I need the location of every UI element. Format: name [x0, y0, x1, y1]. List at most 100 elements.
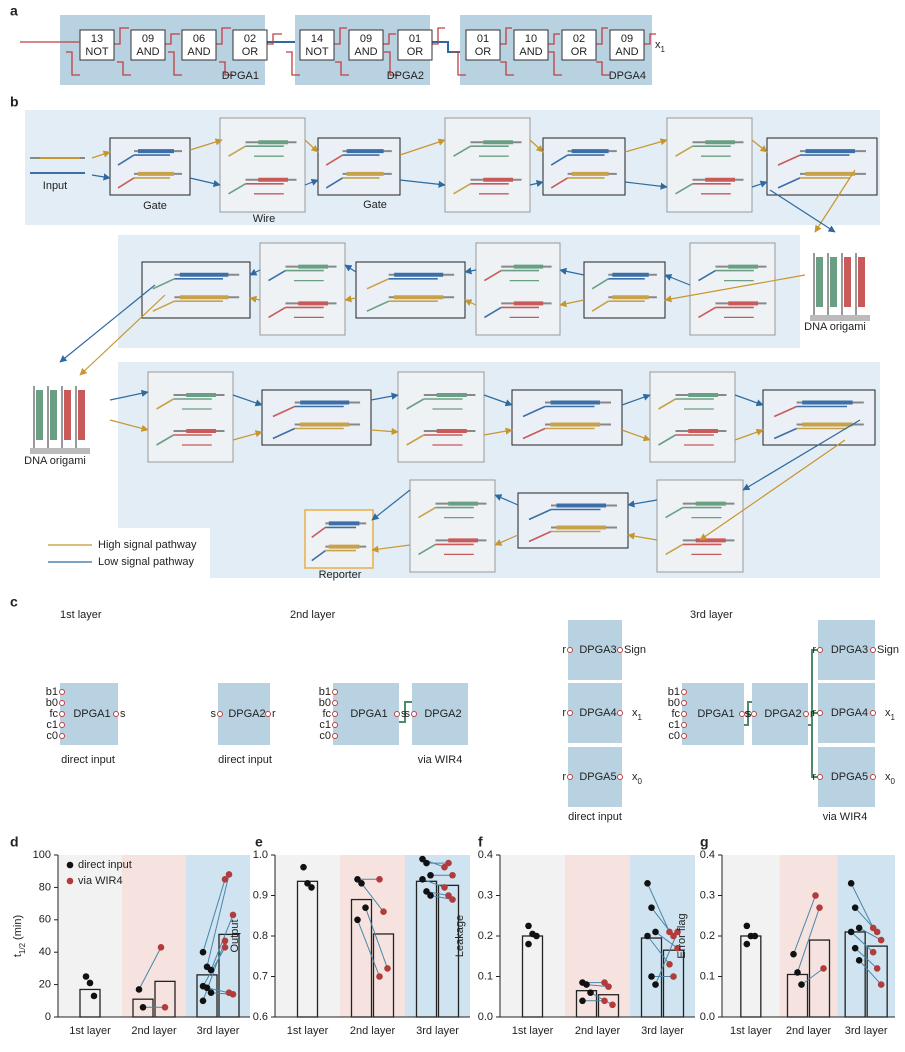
gate — [181, 29, 217, 61]
strand — [658, 434, 676, 446]
data-point — [652, 928, 659, 936]
gate-op: OR — [571, 46, 588, 58]
diagram-label: Gate — [143, 200, 167, 212]
port — [567, 774, 573, 780]
y-tick-label: 0.2 — [700, 930, 715, 942]
gate-op: AND — [519, 46, 542, 58]
gate — [513, 29, 549, 61]
wire-box — [259, 242, 346, 336]
data-point — [798, 981, 805, 988]
port-label-sub: 0 — [638, 777, 643, 786]
pathway-arrow — [529, 139, 544, 153]
category-band — [340, 855, 405, 1017]
data-point — [525, 940, 532, 948]
data-point — [674, 944, 681, 952]
port — [681, 711, 687, 717]
port — [617, 710, 623, 716]
data-point — [300, 863, 307, 871]
data-point — [380, 908, 387, 915]
strand — [311, 526, 326, 539]
port-label: r — [812, 644, 816, 656]
pathway-arrow — [79, 294, 166, 376]
origami-helix — [36, 390, 43, 440]
data-point — [674, 928, 681, 936]
port-label: c1 — [319, 719, 331, 731]
x-tick-label: 3rd layer — [845, 1025, 888, 1037]
y-axis-label: Error flag — [676, 913, 688, 958]
wire — [335, 61, 349, 76]
data-point — [308, 884, 315, 891]
reporter-box — [304, 509, 374, 569]
port-label: c0 — [668, 730, 680, 742]
panel-label: g — [700, 834, 709, 850]
strand — [773, 405, 797, 418]
data-point — [441, 884, 448, 891]
data-point — [229, 991, 237, 998]
gate-id: 01 — [409, 33, 421, 45]
port-label: b0 — [668, 697, 680, 709]
gate-id: 09 — [621, 33, 633, 45]
origami-helix — [816, 257, 823, 307]
pathway-arrow — [664, 274, 806, 303]
data-point — [670, 932, 677, 940]
pair-line — [858, 927, 882, 941]
wire — [452, 51, 466, 76]
port — [617, 774, 623, 780]
wire — [548, 33, 560, 45]
dpga-block — [60, 683, 118, 745]
data-point — [199, 997, 207, 1005]
gate — [299, 29, 335, 61]
data-point — [225, 871, 233, 878]
data-point — [666, 928, 673, 936]
x-tick-label: 2nd layer — [786, 1025, 832, 1037]
port-label: r — [272, 708, 276, 720]
data-point — [90, 992, 98, 1000]
port-label: x1 — [632, 707, 643, 722]
data-point — [877, 936, 885, 944]
port-label-sub: 1 — [891, 713, 896, 722]
dpga-block — [568, 747, 622, 807]
data-point — [376, 973, 383, 980]
pair-line — [357, 919, 380, 977]
port-label: x0 — [632, 771, 643, 786]
pathway-arrow — [109, 389, 149, 401]
wire — [267, 33, 282, 45]
data-point — [221, 876, 229, 883]
data-point — [601, 997, 608, 1005]
y-tick-label: 0.4 — [478, 849, 493, 861]
wire-box — [475, 242, 561, 336]
bar — [597, 994, 620, 1018]
pathway-arrow — [624, 138, 668, 153]
port — [332, 722, 338, 728]
port — [751, 711, 757, 717]
y-tick-label: 0.0 — [700, 1011, 715, 1023]
pair-line — [647, 883, 670, 933]
data-point — [790, 950, 797, 958]
port-label: b1 — [46, 686, 58, 698]
strand — [777, 154, 801, 166]
dpga-block — [752, 683, 808, 745]
port — [217, 711, 223, 717]
category-band — [630, 855, 695, 1017]
port — [870, 774, 876, 780]
strand — [156, 398, 174, 410]
pathway-arrow — [464, 267, 477, 275]
origami-helix — [64, 390, 71, 440]
strand — [406, 398, 425, 410]
port-label: r — [812, 707, 816, 719]
wire — [548, 51, 562, 76]
panel-label: c — [10, 594, 18, 610]
y-tick-label: 0.9 — [253, 889, 268, 901]
x-tick-label: 3rd layer — [197, 1025, 240, 1037]
pathway-arrow — [664, 274, 691, 286]
wire — [165, 33, 180, 45]
panel-label: d — [10, 834, 19, 850]
gate-id: 02 — [244, 33, 256, 45]
strand — [698, 306, 716, 319]
gate-id: 06 — [193, 33, 205, 45]
port — [817, 710, 823, 716]
y-tick-label: 80 — [39, 881, 51, 893]
port-label-sub: 0 — [891, 777, 896, 786]
y-axis-label: t1/2 (min) — [12, 915, 27, 957]
panel-label: e — [255, 834, 263, 850]
